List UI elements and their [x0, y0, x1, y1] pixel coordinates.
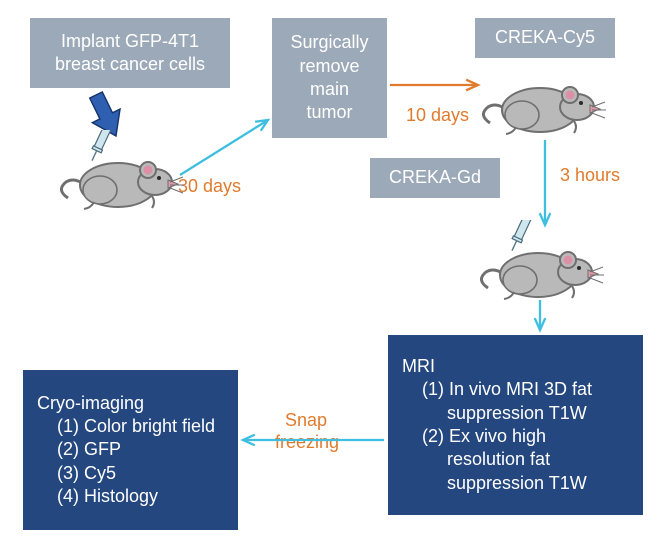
mri-text: suppression T1W [402, 402, 587, 425]
box-implant: Implant GFP-4T1breast cancer cells [30, 18, 230, 88]
mri-text: (1) In vivo MRI 3D fat [402, 378, 592, 401]
mri-text: resolution fat [402, 448, 550, 471]
surgery-text: Surgically [290, 31, 368, 54]
surgery-text: tumor [306, 101, 352, 124]
label-freezing: freezing [275, 432, 339, 453]
mouse-icon-3 [480, 220, 610, 315]
box-cryo: Cryo-imaging (1) Color bright field (2) … [23, 370, 238, 530]
creka-gd-text: CREKA-Gd [389, 166, 481, 189]
implant-text: breast cancer cells [55, 53, 205, 76]
cryo-text: (3) Cy5 [37, 462, 116, 485]
mri-text: MRI [402, 355, 435, 378]
cryo-text: (1) Color bright field [37, 415, 215, 438]
mri-text: suppression T1W [402, 472, 587, 495]
implant-text: Implant GFP-4T1 [61, 30, 199, 53]
cryo-text: (4) Histology [37, 485, 158, 508]
box-surgery: Surgicallyremovemaintumor [272, 18, 387, 138]
box-creka-gd: CREKA-Gd [370, 158, 500, 198]
cryo-text: Cryo-imaging [37, 392, 144, 415]
mouse-icon-2 [482, 55, 612, 150]
surgery-text: main [310, 78, 349, 101]
label-10-days: 10 days [406, 105, 469, 126]
cryo-text: (2) GFP [37, 438, 121, 461]
label-3-hours: 3 hours [560, 165, 620, 186]
label-snap: Snap [285, 410, 327, 431]
box-mri: MRI (1) In vivo MRI 3D fat suppression T… [388, 335, 643, 515]
mouse-icon-1 [60, 130, 190, 225]
creka-cy5-text: CREKA-Cy5 [495, 26, 595, 49]
mri-text: (2) Ex vivo high [402, 425, 546, 448]
box-creka-cy5: CREKA-Cy5 [475, 18, 615, 58]
surgery-text: remove [299, 55, 359, 78]
